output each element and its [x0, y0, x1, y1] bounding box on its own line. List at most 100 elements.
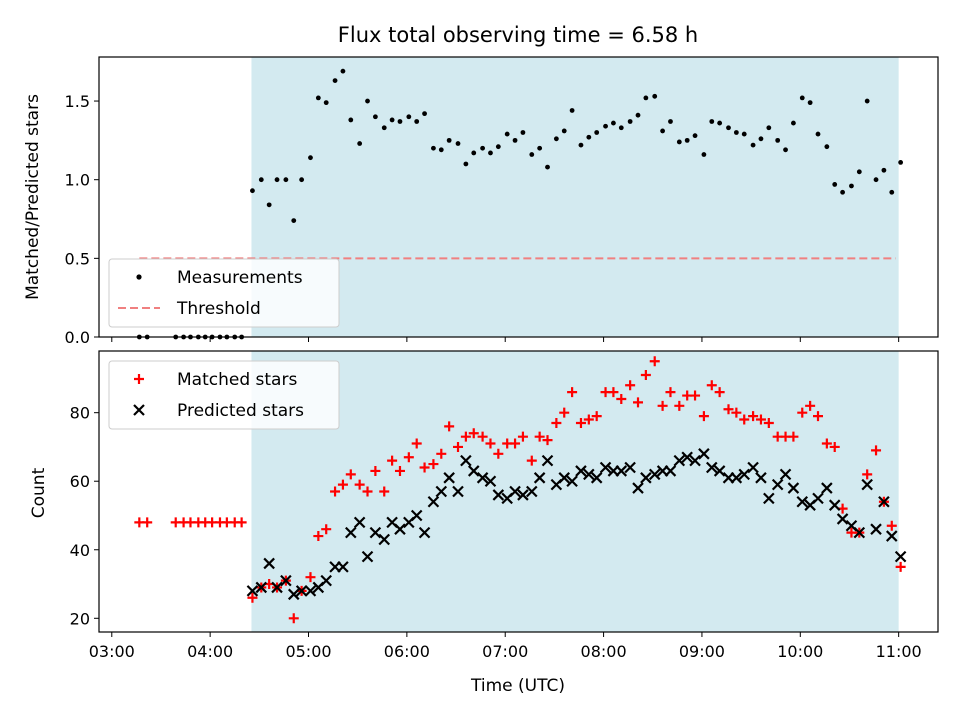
matched-stars-point: [337, 479, 348, 490]
measurement-point: [315, 95, 321, 101]
matched-stars-point: [608, 387, 619, 398]
measurement-point: [750, 142, 756, 148]
measurement-point: [643, 95, 649, 101]
predicted-stars-point: [787, 482, 800, 494]
measurement-point: [741, 131, 747, 137]
matched-stars-point: [485, 438, 496, 449]
predicted-stars-point: [410, 509, 423, 522]
predicted-stars-point: [467, 465, 480, 477]
measurement-point: [488, 150, 493, 156]
measurement-point: [463, 161, 469, 167]
top-y-axis-label: Matched/Predicted stars: [23, 94, 43, 300]
measurement-point: [799, 95, 805, 101]
measurement-point: [512, 137, 518, 143]
measurement-point: [807, 100, 813, 106]
measurement-point: [381, 125, 387, 131]
measurement-point: [406, 114, 412, 120]
predicted-stars-point: [853, 526, 866, 539]
predicted-stars-point: [730, 472, 743, 484]
measurement-point: [627, 119, 633, 124]
matched-stars-point: [468, 428, 479, 439]
legend-label: Matched stars: [177, 370, 297, 390]
predicted-stars-point: [427, 496, 440, 508]
measurement-point: [840, 189, 845, 195]
measurement-point: [775, 137, 781, 143]
matched-stars-point: [436, 448, 447, 459]
measurement-point: [308, 155, 313, 161]
predicted-stars-point: [255, 581, 268, 594]
measurement-point: [709, 119, 715, 124]
predicted-stars-point: [541, 454, 554, 467]
measurement-point: [365, 98, 370, 104]
predicted-stars-point: [583, 468, 595, 481]
measurement-point: [635, 112, 641, 118]
matched-stars-point: [453, 441, 464, 452]
matched-stars-point: [640, 369, 651, 380]
predicted-stars-point: [526, 485, 538, 498]
predicted-stars-point: [394, 523, 406, 535]
matched-stars-point: [797, 407, 808, 418]
predicted-stars-point: [836, 513, 849, 525]
measurement-point: [545, 164, 550, 170]
predicted-stars-point: [280, 574, 292, 587]
measurement-point: [586, 134, 592, 140]
predicted-stars-point: [796, 496, 809, 508]
top-y-tick-label: 1.0: [65, 171, 90, 190]
measurement-point: [717, 120, 723, 126]
x-tick-label: 09:00: [679, 642, 725, 661]
top-y-tick-label: 1.5: [65, 92, 90, 111]
predicted-stars-point: [345, 526, 357, 539]
measurement-point: [446, 137, 452, 143]
measurement-point: [520, 130, 526, 135]
predicted-stars-point: [263, 557, 275, 570]
predicted-stars-point: [353, 516, 366, 529]
measurement-point: [332, 78, 338, 83]
matched-stars-point: [345, 469, 356, 480]
matched-stars-point: [551, 417, 562, 428]
predicted-stars-point: [747, 461, 759, 474]
measurement-point: [422, 111, 427, 117]
matched-stars-point: [665, 387, 676, 398]
legend-matched-marker: [134, 374, 144, 384]
matched-stars-point: [559, 407, 570, 418]
measurement-point: [397, 119, 403, 124]
matched-stars-point: [313, 531, 324, 542]
predicted-stars-point: [664, 465, 677, 477]
x-tick-label: 06:00: [384, 642, 430, 661]
predicted-stars-point: [632, 482, 644, 494]
matched-stars-point: [657, 400, 668, 411]
bottom-y-tick-label: 40: [70, 541, 90, 560]
matched-stars-point: [748, 411, 759, 422]
predicted-stars-point: [287, 588, 300, 601]
bottom-y-tick-label: 60: [70, 472, 90, 491]
predicted-stars-point: [599, 461, 612, 474]
matched-stars-point: [633, 397, 644, 408]
matched-stars-point: [591, 411, 602, 422]
matched-stars-point: [394, 465, 405, 476]
matched-stars-point: [706, 380, 717, 391]
measurement-point: [578, 142, 584, 148]
matched-stars-point: [886, 520, 897, 531]
predicted-stars-point: [812, 492, 824, 505]
measurement-point: [471, 150, 477, 156]
measurement-point: [856, 169, 862, 175]
measurement-point: [594, 130, 600, 135]
measurement-point: [660, 128, 665, 134]
predicted-stars-point: [533, 472, 546, 484]
predicted-stars-point: [575, 465, 587, 477]
predicted-stars-point: [320, 574, 332, 587]
measurement-point: [726, 125, 731, 131]
matched-stars-point: [419, 462, 430, 473]
matched-stars-point: [428, 459, 439, 470]
measurement-point: [758, 136, 764, 142]
measurement-point: [250, 188, 255, 194]
measurement-point: [340, 68, 346, 74]
matched-stars-point: [370, 465, 381, 476]
bottom-legend: [108, 360, 340, 430]
matched-stars-point: [305, 572, 316, 583]
matched-stars-point: [444, 421, 455, 432]
measurement-point: [299, 177, 305, 183]
measurement-point: [898, 159, 904, 165]
measurement-point: [873, 177, 879, 183]
